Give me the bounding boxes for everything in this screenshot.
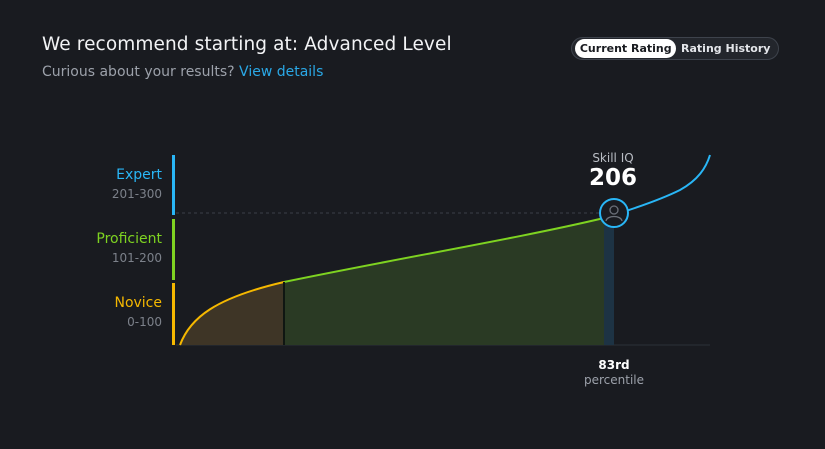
proficient-curve bbox=[283, 217, 605, 283]
proficient-area bbox=[284, 218, 604, 345]
percentile-value: 83rd bbox=[598, 358, 630, 372]
user-icon bbox=[605, 205, 623, 222]
skill-iq-label: Skill IQ bbox=[592, 151, 634, 165]
subtitle: Curious about your results? View details bbox=[42, 64, 323, 80]
band-label-novice: Novice bbox=[114, 295, 162, 311]
subtitle-text: Curious about your results? bbox=[42, 64, 235, 80]
band-range-proficient: 101-200 bbox=[111, 251, 162, 265]
user-position-bar bbox=[604, 220, 614, 345]
skill-iq-value: 206 bbox=[588, 165, 637, 191]
novice-curve bbox=[179, 281, 285, 346]
band-range-expert: 201-300 bbox=[111, 187, 162, 201]
user-marker-ring bbox=[599, 198, 629, 228]
band-bar-proficient bbox=[172, 219, 175, 280]
band-label-expert: Expert bbox=[116, 167, 162, 183]
user-marker[interactable] bbox=[599, 198, 629, 228]
rating-history-tab[interactable]: Rating History bbox=[681, 42, 771, 55]
view-details-link[interactable]: View details bbox=[239, 64, 324, 80]
band-label-proficient: Proficient bbox=[96, 231, 162, 247]
band-bar-novice bbox=[172, 283, 175, 345]
page-title: We recommend starting at: Advanced Level bbox=[42, 34, 452, 55]
current-rating-tab[interactable]: Current Rating bbox=[575, 39, 677, 58]
band-range-novice: 0-100 bbox=[127, 315, 162, 329]
rating-toggle: Current Rating Rating History bbox=[571, 37, 779, 60]
percentile-label: percentile bbox=[583, 373, 644, 387]
novice-area bbox=[180, 282, 284, 345]
band-bar-expert bbox=[172, 155, 175, 215]
